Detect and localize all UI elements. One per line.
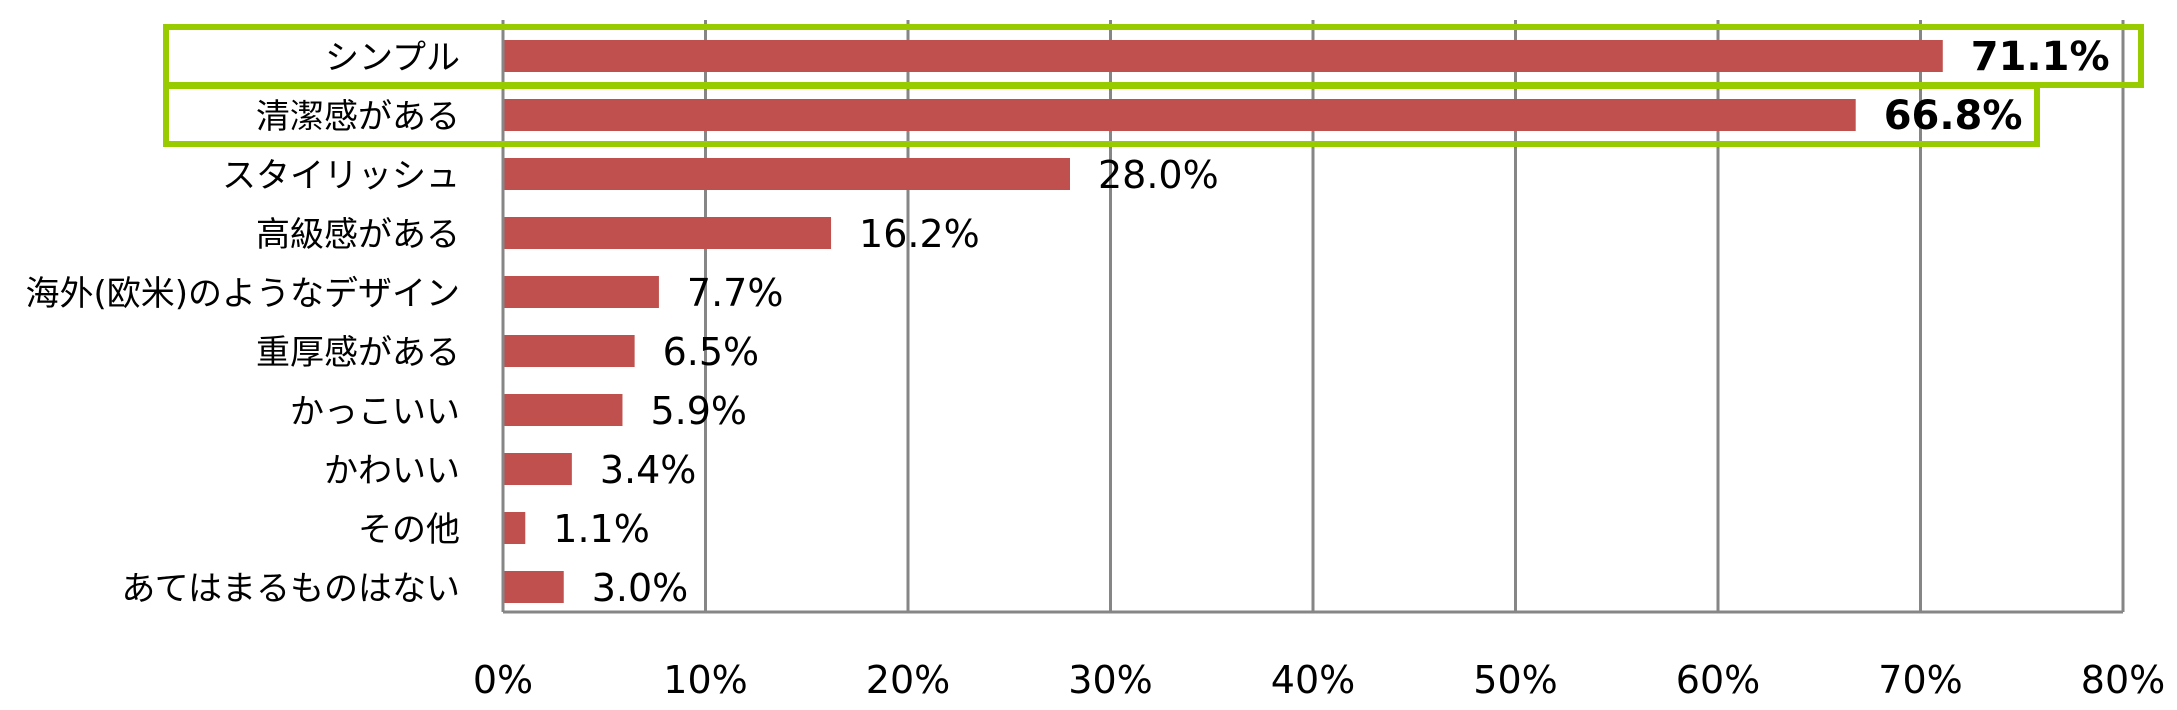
x-tick-label: 0%: [473, 658, 533, 702]
highlight-box: [163, 83, 2040, 147]
x-tick-label: 50%: [1473, 658, 1557, 702]
bar: [503, 394, 623, 426]
category-label: 高級感がある: [256, 215, 460, 255]
category-label: 清潔感がある: [256, 97, 460, 137]
data-label: 6.5%: [663, 330, 760, 374]
bar: [503, 512, 526, 544]
x-tick-label: 80%: [2081, 658, 2165, 702]
category-label: かわいい: [324, 451, 460, 491]
x-tick-label: 60%: [1676, 658, 1760, 702]
category-label: かっこいい: [290, 392, 460, 432]
data-label: 3.0%: [592, 566, 689, 610]
bar: [503, 571, 564, 603]
data-label: 3.4%: [600, 448, 697, 492]
bar: [503, 217, 832, 249]
data-label: 28.0%: [1098, 153, 1219, 197]
data-label: 16.2%: [859, 212, 980, 256]
data-label: 1.1%: [553, 507, 650, 551]
bar: [503, 99, 1856, 131]
bar: [503, 40, 1943, 72]
labels: 0% 10% 20% 30% 40% 50% 60% 70% 80% シンプル 71.1% 清潔感があ…: [25, 34, 2165, 702]
bar: [503, 276, 659, 308]
highlight-boxes: [163, 24, 2144, 147]
bars: [503, 40, 1943, 603]
bar: [503, 453, 572, 485]
axes: [501, 20, 2123, 614]
data-label: 5.9%: [650, 389, 747, 433]
bar: [503, 335, 635, 367]
category-label: シンプル: [325, 38, 460, 78]
x-tick-label: 20%: [866, 658, 950, 702]
bar: [503, 158, 1070, 190]
x-tick-label: 70%: [1878, 658, 1962, 702]
category-label: 海外(欧米)のようなデザイン: [25, 274, 460, 314]
x-tick-label: 40%: [1271, 658, 1355, 702]
data-label: 7.7%: [687, 271, 784, 315]
category-label: あてはまるものはない: [121, 569, 460, 609]
x-tick-label: 30%: [1068, 658, 1152, 702]
category-label: 重厚感がある: [256, 333, 460, 373]
category-label: その他: [358, 510, 460, 550]
x-tick-label: 10%: [663, 658, 747, 702]
data-label: 66.8%: [1884, 93, 2023, 139]
category-label: スタイリッシュ: [222, 156, 460, 196]
data-label: 71.1%: [1971, 34, 2110, 80]
